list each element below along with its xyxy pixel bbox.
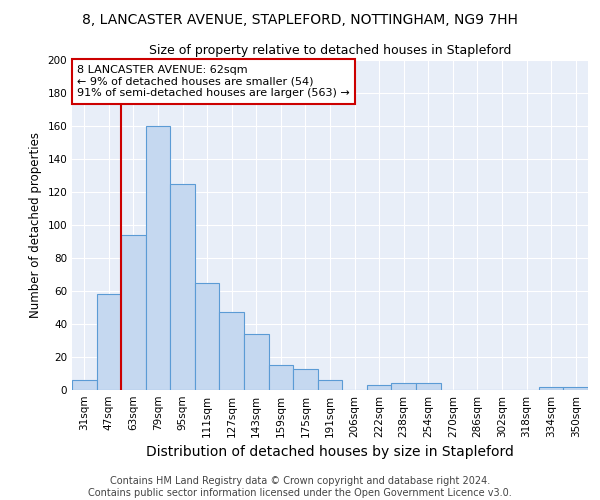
Bar — [391, 384, 416, 390]
Bar — [244, 334, 269, 390]
Text: Contains HM Land Registry data © Crown copyright and database right 2024.
Contai: Contains HM Land Registry data © Crown c… — [88, 476, 512, 498]
Bar — [195, 283, 220, 390]
Text: 8, LANCASTER AVENUE, STAPLEFORD, NOTTINGHAM, NG9 7HH: 8, LANCASTER AVENUE, STAPLEFORD, NOTTING… — [82, 12, 518, 26]
Bar — [97, 294, 121, 390]
Bar — [367, 385, 391, 390]
X-axis label: Distribution of detached houses by size in Stapleford: Distribution of detached houses by size … — [146, 446, 514, 460]
Text: 8 LANCASTER AVENUE: 62sqm
← 9% of detached houses are smaller (54)
91% of semi-d: 8 LANCASTER AVENUE: 62sqm ← 9% of detach… — [77, 65, 350, 98]
Bar — [318, 380, 342, 390]
Bar — [170, 184, 195, 390]
Bar — [72, 380, 97, 390]
Bar — [269, 365, 293, 390]
Bar — [220, 312, 244, 390]
Title: Size of property relative to detached houses in Stapleford: Size of property relative to detached ho… — [149, 44, 511, 58]
Bar — [293, 368, 318, 390]
Bar — [416, 384, 440, 390]
Bar — [563, 386, 588, 390]
Bar — [121, 235, 146, 390]
Y-axis label: Number of detached properties: Number of detached properties — [29, 132, 42, 318]
Bar — [146, 126, 170, 390]
Bar — [539, 386, 563, 390]
